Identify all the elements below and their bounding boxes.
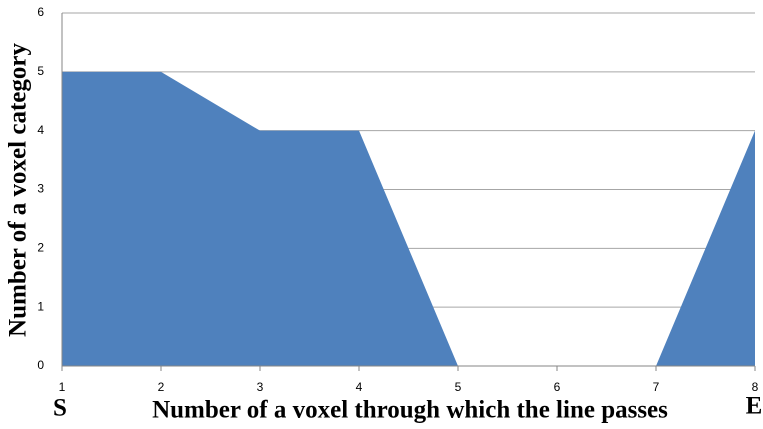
y-axis-label: Number of a voxel category <box>5 43 32 337</box>
x-tick-label: 2 <box>158 380 165 394</box>
y-tick-label: 6 <box>37 5 44 19</box>
y-tick-label: 1 <box>37 299 44 313</box>
x-tick-label: 6 <box>554 380 561 394</box>
x-tick-label: 5 <box>455 380 462 394</box>
x-tick-label: 7 <box>653 380 660 394</box>
start-label: S <box>53 395 67 422</box>
y-tick-label: 4 <box>37 123 44 137</box>
area <box>62 71 755 366</box>
x-tick-label: 4 <box>356 380 363 394</box>
y-tick-label: 5 <box>37 64 44 78</box>
x-tick-label: 8 <box>752 380 759 394</box>
y-tick-label: 3 <box>37 182 44 196</box>
x-axis-label: Number of a voxel through which the line… <box>152 397 668 424</box>
y-tick-label: 2 <box>37 241 44 255</box>
x-tick-label: 3 <box>257 380 264 394</box>
end-label: E <box>746 393 763 420</box>
y-tick-label: 0 <box>37 358 44 372</box>
x-tick-label: 1 <box>59 380 66 394</box>
